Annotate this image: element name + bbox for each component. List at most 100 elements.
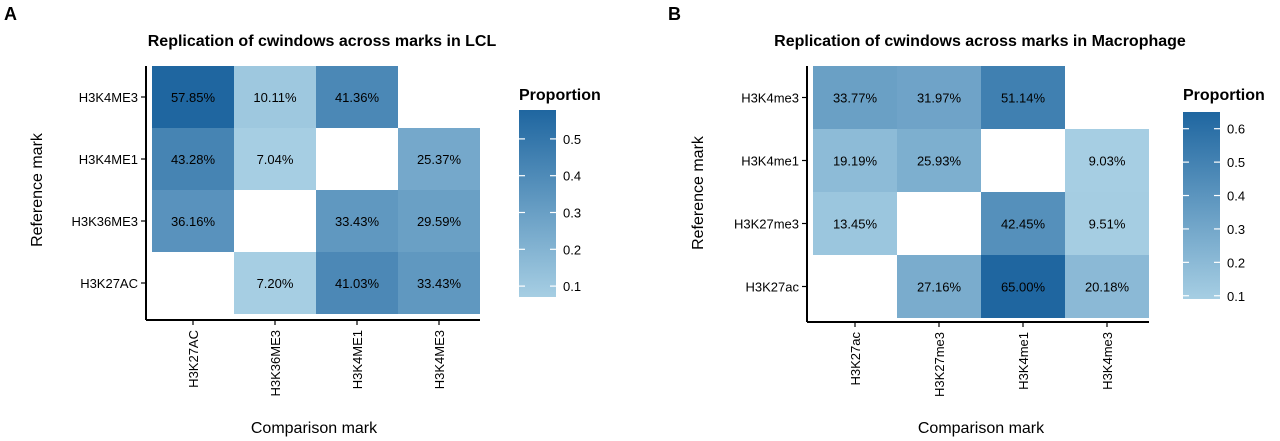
panel-b: B Replication of cwindows across marks i… <box>668 4 1265 437</box>
legend-tick-label: 0.1 <box>1227 289 1245 304</box>
heatmap-cell <box>813 192 897 255</box>
heatmap-cell <box>1065 255 1149 318</box>
cell-value-label: 10.11% <box>253 90 297 105</box>
legend-tick-label: 0.4 <box>1227 189 1245 204</box>
cell-value-label: 41.03% <box>335 276 380 291</box>
chart-title: Replication of cwindows across marks in … <box>148 33 497 50</box>
heatmap-cells: 33.77% 31.97% 51.14% 19.19% 25.93% 9.03% 13.45… <box>813 66 1149 318</box>
legend-colorbar <box>519 110 556 297</box>
legend-tick-label: 0.1 <box>563 279 581 294</box>
heatmap-cell <box>897 129 981 192</box>
heatmap-cell <box>152 66 234 128</box>
y-tick-label: H3K4me1 <box>741 154 799 169</box>
cell-value-label: 33.43% <box>417 276 462 291</box>
x-tick-labels: H3K27AC H3K36ME3 H3K4ME1 H3K4ME3 <box>186 330 447 396</box>
cell-value-label: 25.93% <box>917 154 962 169</box>
heatmap-cell <box>398 128 480 190</box>
heatmap-cell <box>981 66 1065 129</box>
legend-ticks: 0.1 0.2 0.3 0.4 0.5 <box>519 132 581 294</box>
legend-title: Proportion <box>519 87 601 104</box>
axes <box>802 66 1149 327</box>
x-tick-label: H3K27me3 <box>932 332 947 397</box>
legend: Proportion 0.1 0.2 0.3 0.4 0.5 <box>519 87 601 297</box>
cell-value-label: 57.85% <box>171 90 216 105</box>
x-tick-label: H3K27ac <box>848 332 863 386</box>
panel-letter: A <box>4 4 17 24</box>
x-tick-labels: H3K27ac H3K27me3 H3K4me1 H3K4me3 <box>848 332 1115 398</box>
x-tick-label: H3K27AC <box>186 330 201 388</box>
cell-value-label: 31.97% <box>917 91 962 106</box>
cell-value-label: 65.00% <box>1001 280 1046 295</box>
x-tick-label: H3K36ME3 <box>268 330 283 396</box>
y-tick-label: H3K4ME1 <box>79 152 138 167</box>
y-tick-label: H3K27ac <box>746 280 800 295</box>
heatmap-cell <box>152 128 234 190</box>
legend-tick-label: 0.4 <box>563 169 581 184</box>
heatmap-cell <box>981 192 1065 255</box>
y-tick-label: H3K27AC <box>80 276 138 291</box>
x-tick-label: H3K4me3 <box>1100 332 1115 390</box>
legend-tick-label: 0.2 <box>1227 255 1245 270</box>
cell-value-label: 41.36% <box>335 90 380 105</box>
cell-value-label: 9.03% <box>1089 154 1126 169</box>
cell-value-label: 9.51% <box>1089 217 1126 232</box>
legend-title: Proportion <box>1183 87 1265 104</box>
legend-tick-label: 0.3 <box>563 205 581 220</box>
heatmap-cell <box>234 66 316 128</box>
heatmap-cell <box>981 255 1065 318</box>
cell-value-label: 25.37% <box>417 152 462 167</box>
y-tick-label: H3K27me3 <box>734 217 799 232</box>
y-axis-title: Reference mark <box>690 135 707 250</box>
axes <box>141 66 480 325</box>
heatmap-cell <box>316 190 398 252</box>
x-axis-title: Comparison mark <box>918 420 1045 437</box>
heatmap-cell <box>897 66 981 129</box>
heatmap-cell <box>813 66 897 129</box>
cell-value-label: 13.45% <box>833 217 878 232</box>
heatmap-cell <box>897 255 981 318</box>
cell-value-label: 51.14% <box>1001 91 1046 106</box>
cell-value-label: 27.16% <box>917 280 962 295</box>
chart-title: Replication of cwindows across marks in … <box>774 33 1186 50</box>
panel-a: A Replication of cwindows across marks i… <box>4 4 601 437</box>
y-axis-title: Reference mark <box>29 132 46 247</box>
cell-value-label: 19.19% <box>833 154 878 169</box>
cell-value-label: 36.16% <box>171 214 216 229</box>
legend-ticks: 0.1 0.2 0.3 0.4 0.5 0.6 <box>1183 122 1245 304</box>
legend-tick-label: 0.3 <box>1227 222 1245 237</box>
x-tick-label: H3K4me1 <box>1016 332 1031 390</box>
x-tick-label: H3K4ME3 <box>432 330 447 389</box>
heatmap-cell <box>316 66 398 128</box>
cell-value-label: 20.18% <box>1085 280 1130 295</box>
y-tick-label: H3K4ME3 <box>79 90 138 105</box>
cell-value-label: 33.77% <box>833 91 878 106</box>
cell-value-label: 43.28% <box>171 152 216 167</box>
legend-tick-label: 0.5 <box>563 132 581 147</box>
legend: Proportion 0.1 0.2 0.3 0.4 0.5 0.6 <box>1183 87 1265 304</box>
legend-tick-label: 0.5 <box>1227 155 1245 170</box>
cell-value-label: 33.43% <box>335 214 380 229</box>
legend-tick-label: 0.2 <box>563 242 581 257</box>
heatmap-cell <box>152 190 234 252</box>
heatmap-cell <box>398 190 480 252</box>
y-tick-labels: H3K4me3 H3K4me1 H3K27me3 H3K27ac <box>734 91 800 295</box>
panel-letter: B <box>668 4 681 24</box>
y-tick-labels: H3K4ME3 H3K4ME1 H3K36ME3 H3K27AC <box>72 90 138 291</box>
y-tick-label: H3K36ME3 <box>72 214 138 229</box>
cell-value-label: 7.20% <box>257 276 294 291</box>
heatmap-cell <box>234 128 316 190</box>
x-tick-label: H3K4ME1 <box>350 330 365 389</box>
heatmap-cell <box>234 252 316 314</box>
x-axis-title: Comparison mark <box>251 420 378 437</box>
heatmap-cell <box>1065 192 1149 255</box>
heatmap-cell <box>316 252 398 314</box>
cell-value-label: 42.45% <box>1001 217 1046 232</box>
legend-tick-label: 0.6 <box>1227 122 1245 137</box>
legend-colorbar <box>1183 112 1220 299</box>
cell-value-label: 7.04% <box>257 152 294 167</box>
y-tick-label: H3K4me3 <box>741 91 799 106</box>
cell-value-label: 29.59% <box>417 214 462 229</box>
heatmap-cell <box>398 252 480 314</box>
heatmap-cell <box>1065 129 1149 192</box>
